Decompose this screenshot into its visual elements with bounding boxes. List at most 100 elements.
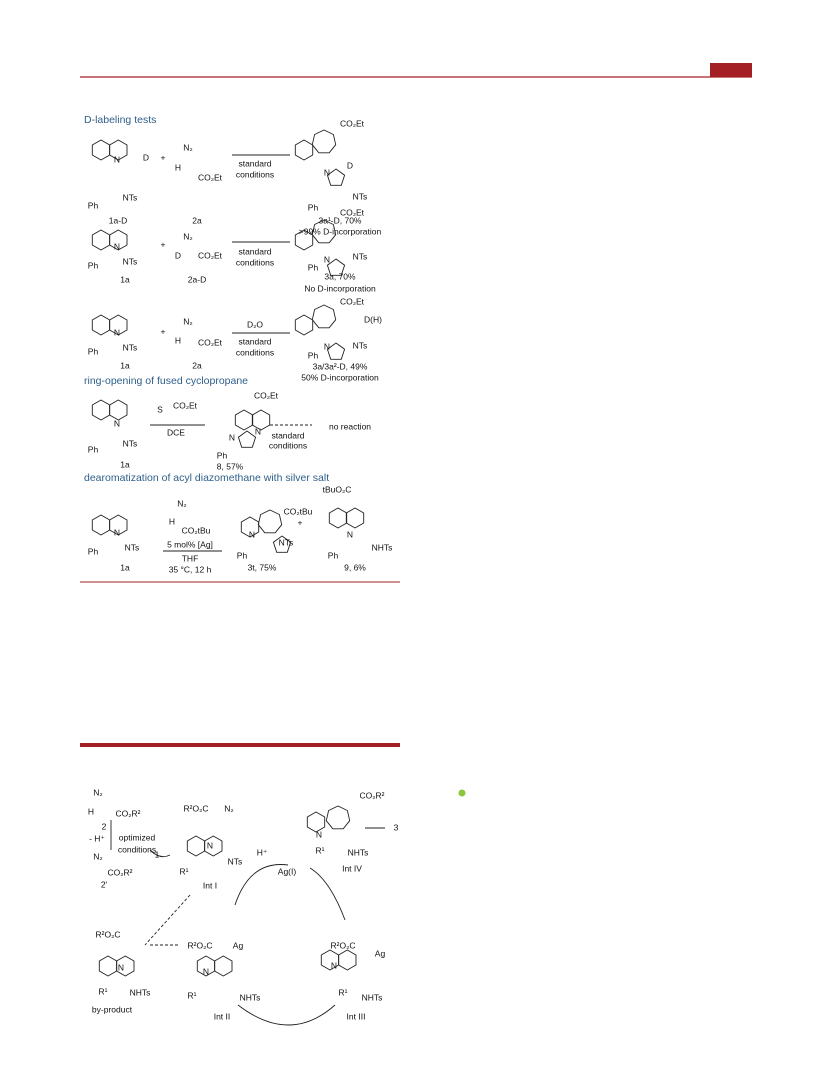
chem-label: No D-incorporation: [304, 283, 376, 293]
condition-label: standard: [238, 336, 271, 346]
arrow: [309, 867, 346, 921]
chem-label: Ph: [88, 346, 99, 356]
chem-label: N₂: [183, 231, 192, 241]
chem-label: 1a: [120, 459, 130, 469]
ring: [294, 314, 314, 336]
chem-label: Ag(I): [278, 866, 297, 876]
ring: [311, 304, 337, 329]
ring: [326, 168, 346, 186]
ring: [338, 949, 357, 971]
ring: [91, 314, 111, 336]
structures: [110, 154, 385, 1026]
condition-label: conditions: [269, 440, 307, 450]
chem-label: N₂: [183, 142, 192, 152]
condition-label: 35 °C, 12 h: [169, 564, 212, 574]
chem-label: N: [118, 962, 124, 972]
chem-label: R¹: [339, 987, 348, 997]
chem-label: H⁺: [257, 847, 268, 857]
chem-label: 1: [155, 849, 160, 859]
chem-label: N: [207, 840, 213, 850]
chem-label: +: [161, 152, 166, 162]
chem-label: >99% D-incorporation: [299, 226, 382, 236]
condition-label: conditions: [236, 169, 274, 179]
chem-label: D: [347, 160, 353, 170]
ring: [311, 129, 337, 154]
condition-label: standard: [238, 246, 271, 256]
chem-label: N: [331, 960, 337, 970]
chem-label: NHTs: [240, 992, 261, 1002]
chem-label: CO₂Et: [198, 172, 223, 182]
chem-label: N: [347, 529, 353, 539]
chem-label: H: [88, 806, 94, 816]
chem-label: NTs: [123, 342, 138, 352]
chem-label: Ph: [328, 550, 339, 560]
chem-label: NTs: [123, 192, 138, 202]
chem-label: N: [324, 167, 330, 177]
chem-label: 3a/3a²-D, 49%: [313, 361, 368, 371]
chem-label: NHTs: [362, 992, 383, 1002]
ring: [214, 955, 233, 977]
condition-label: conditions: [236, 257, 274, 267]
chem-label: N: [324, 341, 330, 351]
chem-label: CO₂R²: [107, 867, 132, 877]
chem-label: R¹: [99, 986, 108, 996]
chem-label: CO₂R²: [359, 790, 384, 800]
chem-label: conditions: [118, 844, 156, 854]
condition-label: THF: [182, 553, 199, 563]
chem-label: Ph: [308, 262, 319, 272]
chem-label: N: [316, 829, 322, 839]
chem-label: NTs: [353, 251, 368, 261]
chem-label: tBuO₂C: [323, 484, 352, 494]
chem-label: Int I: [203, 880, 217, 890]
chem-label: 1a: [120, 274, 130, 284]
chem-label: 2a: [192, 215, 202, 225]
condition-label: D₂O: [247, 319, 263, 329]
chem-label: D: [175, 250, 181, 260]
ring: [237, 430, 257, 448]
chem-label: D: [143, 152, 149, 162]
chem-label: 3: [394, 822, 399, 832]
ring: [109, 514, 128, 536]
chem-label: 8, 57%: [217, 461, 244, 471]
chem-label: NTs: [228, 856, 243, 866]
ring: [294, 139, 314, 161]
chem-label: Ph: [308, 350, 319, 360]
chem-label: Int IV: [342, 863, 362, 873]
heading: D-labeling tests: [84, 114, 156, 126]
ring: [91, 399, 111, 421]
ring: [109, 314, 128, 336]
ring: [109, 229, 128, 251]
chem-label: +: [298, 517, 303, 527]
chem-label: N: [114, 527, 120, 537]
chem-label: Ph: [237, 550, 248, 560]
chem-label: by-product: [92, 1004, 133, 1014]
chem-label: Ag: [375, 948, 386, 958]
ring: [326, 342, 346, 360]
chem-label: 2': [101, 879, 108, 889]
heading: ring-opening of fused cyclopropane: [84, 375, 248, 387]
chem-label: R¹: [188, 990, 197, 1000]
chem-label: NHTs: [348, 847, 369, 857]
chem-label: +: [161, 239, 166, 249]
chem-label: NTs: [123, 256, 138, 266]
chem-label: S: [157, 404, 163, 414]
chem-label: H: [175, 162, 181, 172]
chem-label: 1a-D: [109, 215, 127, 225]
chem-label: N: [249, 529, 255, 539]
chem-label: CO₂Et: [340, 118, 365, 128]
ring: [186, 835, 206, 857]
chem-label: optimized: [119, 832, 156, 842]
chem-label: N₂: [224, 803, 233, 813]
chem-label: 2a-D: [188, 274, 206, 284]
chem-label: NTs: [353, 340, 368, 350]
chem-label: N: [114, 327, 120, 337]
chem-label: 2a: [192, 360, 202, 370]
chem-label: CO₂Et: [340, 207, 365, 217]
chem-label: Ph: [88, 546, 99, 556]
chem-label: N₂: [177, 498, 186, 508]
chem-label: R²O₂C: [330, 940, 355, 950]
ring: [116, 955, 135, 977]
chem-label: N: [229, 432, 235, 442]
ring: [311, 219, 337, 244]
